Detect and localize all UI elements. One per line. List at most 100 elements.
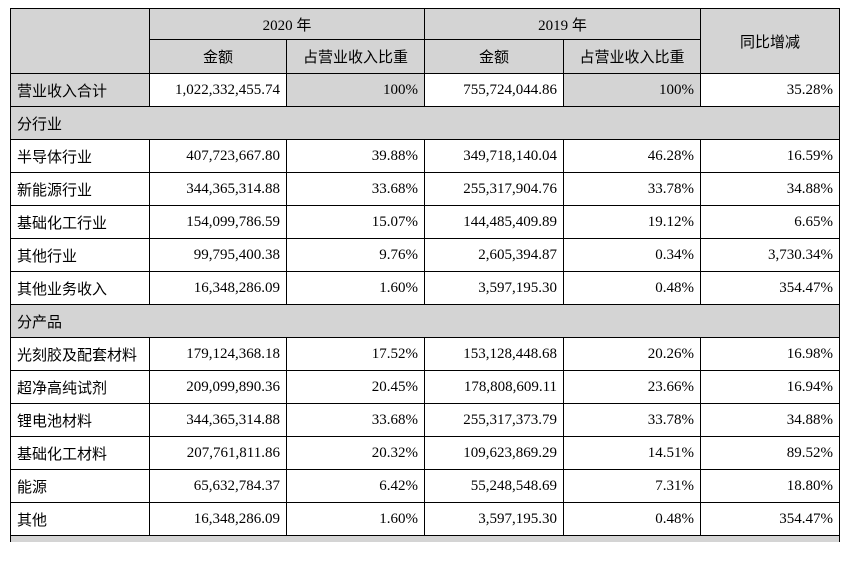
table-row: 基础化工材料 207,761,811.86 20.32% 109,623,869…	[10, 436, 841, 470]
table-row: 其他行业 99,795,400.38 9.76% 2,605,394.87 0.…	[10, 238, 841, 272]
amount-2019-cell: 255,317,373.79	[424, 403, 565, 437]
amount-2020-cell: 407,723,667.80	[149, 139, 287, 173]
table-row: 其他业务收入 16,348,286.09 1.60% 3,597,195.30 …	[10, 271, 841, 305]
section-title: 分产品	[9, 304, 841, 338]
share-2020-cell: 9.76%	[285, 238, 426, 272]
row-label-cell: 其他业务收入	[10, 271, 150, 305]
share-2019-header: 占营业收入比重	[563, 39, 702, 74]
table-row: 其他 16,348,286.09 1.60% 3,597,195.30 0.48…	[10, 502, 841, 536]
row-label-cell: 其他	[10, 502, 150, 536]
share-2020-header: 占营业收入比重	[285, 39, 426, 74]
share-2019-cell: 23.66%	[563, 370, 702, 404]
revenue-breakdown-table: 2020 年 2019 年 同比增减 金额 占营业收入比重 金额 占营业收入比重…	[9, 8, 841, 542]
amount-2019-cell: 3,597,195.30	[424, 502, 565, 536]
amount-2020-cell: 16,348,286.09	[149, 271, 287, 305]
amount-2019-cell: 255,317,904.76	[424, 172, 565, 206]
table-row: 超净高纯试剂 209,099,890.36 20.45% 178,808,609…	[10, 370, 841, 404]
row-label-cell: 新能源行业	[10, 172, 150, 206]
share-2020-cell: 1.60%	[285, 502, 426, 536]
table-row: 新能源行业 344,365,314.88 33.68% 255,317,904.…	[10, 172, 841, 206]
amount-2019-cell: 55,248,548.69	[424, 469, 565, 503]
amount-2019-header: 金额	[424, 39, 565, 74]
row-label-cell: 锂电池材料	[10, 403, 150, 437]
share-2020-cell: 6.42%	[285, 469, 426, 503]
amount-2019-cell: 153,128,448.68	[424, 337, 565, 371]
amount-2020-cell: 179,124,368.18	[149, 337, 287, 371]
share-2019-cell: 20.26%	[563, 337, 702, 371]
table-row: 半导体行业 407,723,667.80 39.88% 349,718,140.…	[10, 139, 841, 173]
amount-2019-cell: 2,605,394.87	[424, 238, 565, 272]
total-yoy-cell: 35.28%	[700, 73, 841, 107]
section-title: 分行业	[9, 106, 841, 140]
amount-2020-cell: 154,099,786.59	[149, 205, 287, 239]
share-2020-cell: 20.45%	[285, 370, 426, 404]
amount-2020-cell: 99,795,400.38	[149, 238, 287, 272]
share-2019-cell: 0.48%	[563, 271, 702, 305]
table-row: 光刻胶及配套材料 179,124,368.18 17.52% 153,128,4…	[10, 337, 841, 371]
amount-2019-cell: 3,597,195.30	[424, 271, 565, 305]
amount-2020-cell: 344,365,314.88	[149, 172, 287, 206]
amount-2019-cell: 109,623,869.29	[424, 436, 565, 470]
row-label-cell: 超净高纯试剂	[10, 370, 150, 404]
row-label-cell: 能源	[10, 469, 150, 503]
share-2019-cell: 0.48%	[563, 502, 702, 536]
share-2019-cell: 0.34%	[563, 238, 702, 272]
year-2019-header: 2019 年	[424, 8, 702, 40]
amount-2020-cell: 207,761,811.86	[149, 436, 287, 470]
section-row-industry: 分行业	[9, 106, 841, 140]
share-2019-cell: 14.51%	[563, 436, 702, 470]
share-2019-cell: 33.78%	[563, 403, 702, 437]
amount-2020-cell: 209,099,890.36	[149, 370, 287, 404]
yoy-cell: 16.94%	[700, 370, 841, 404]
amount-2019-cell: 144,485,409.89	[424, 205, 565, 239]
total-amount-2019-cell: 755,724,044.86	[424, 73, 565, 107]
row-label-cell: 基础化工行业	[10, 205, 150, 239]
corner-empty-cell	[10, 8, 150, 74]
table-row: 能源 65,632,784.37 6.42% 55,248,548.69 7.3…	[10, 469, 841, 503]
table-row: 基础化工行业 154,099,786.59 15.07% 144,485,409…	[10, 205, 841, 239]
amount-2020-cell: 65,632,784.37	[149, 469, 287, 503]
total-share-2020-cell: 100%	[285, 73, 426, 107]
amount-2019-cell: 349,718,140.04	[424, 139, 565, 173]
section-row-partial	[9, 535, 841, 542]
row-label-cell: 光刻胶及配套材料	[10, 337, 150, 371]
share-2020-cell: 20.32%	[285, 436, 426, 470]
share-2020-cell: 17.52%	[285, 337, 426, 371]
amount-2020-cell: 344,365,314.88	[149, 403, 287, 437]
row-label-cell: 半导体行业	[10, 139, 150, 173]
row-label-cell: 基础化工材料	[10, 436, 150, 470]
share-2020-cell: 33.68%	[285, 403, 426, 437]
yoy-cell: 16.59%	[700, 139, 841, 173]
share-2019-cell: 7.31%	[563, 469, 702, 503]
share-2020-cell: 39.88%	[285, 139, 426, 173]
total-label-cell: 营业收入合计	[10, 73, 150, 107]
amount-2019-cell: 178,808,609.11	[424, 370, 565, 404]
yoy-cell: 18.80%	[700, 469, 841, 503]
yoy-cell: 34.88%	[700, 403, 841, 437]
section-row-product: 分产品	[9, 304, 841, 338]
share-2020-cell: 1.60%	[285, 271, 426, 305]
share-2019-cell: 33.78%	[563, 172, 702, 206]
share-2019-cell: 46.28%	[563, 139, 702, 173]
share-2019-cell: 19.12%	[563, 205, 702, 239]
yoy-cell: 16.98%	[700, 337, 841, 371]
total-share-2019-cell: 100%	[563, 73, 702, 107]
yoy-cell: 354.47%	[700, 271, 841, 305]
header-row-metrics: 金额 占营业收入比重 金额 占营业收入比重	[11, 39, 840, 74]
yoy-cell: 89.52%	[700, 436, 841, 470]
share-2020-cell: 15.07%	[285, 205, 426, 239]
row-label-cell: 其他行业	[10, 238, 150, 272]
total-amount-2020-cell: 1,022,332,455.74	[149, 73, 287, 107]
yoy-header: 同比增减	[700, 8, 841, 74]
yoy-cell: 3,730.34%	[700, 238, 841, 272]
amount-2020-header: 金额	[149, 39, 287, 74]
header-row-years: 2020 年 2019 年 同比增减	[10, 8, 841, 74]
table-row: 锂电池材料 344,365,314.88 33.68% 255,317,373.…	[10, 403, 841, 437]
year-2020-header: 2020 年	[148, 8, 426, 40]
amount-2020-cell: 16,348,286.09	[149, 502, 287, 536]
yoy-cell: 354.47%	[700, 502, 841, 536]
total-revenue-row: 营业收入合计 1,022,332,455.74 100% 755,724,044…	[10, 73, 841, 107]
share-2020-cell: 33.68%	[285, 172, 426, 206]
yoy-cell: 6.65%	[700, 205, 841, 239]
partial-section-cell	[9, 535, 841, 542]
